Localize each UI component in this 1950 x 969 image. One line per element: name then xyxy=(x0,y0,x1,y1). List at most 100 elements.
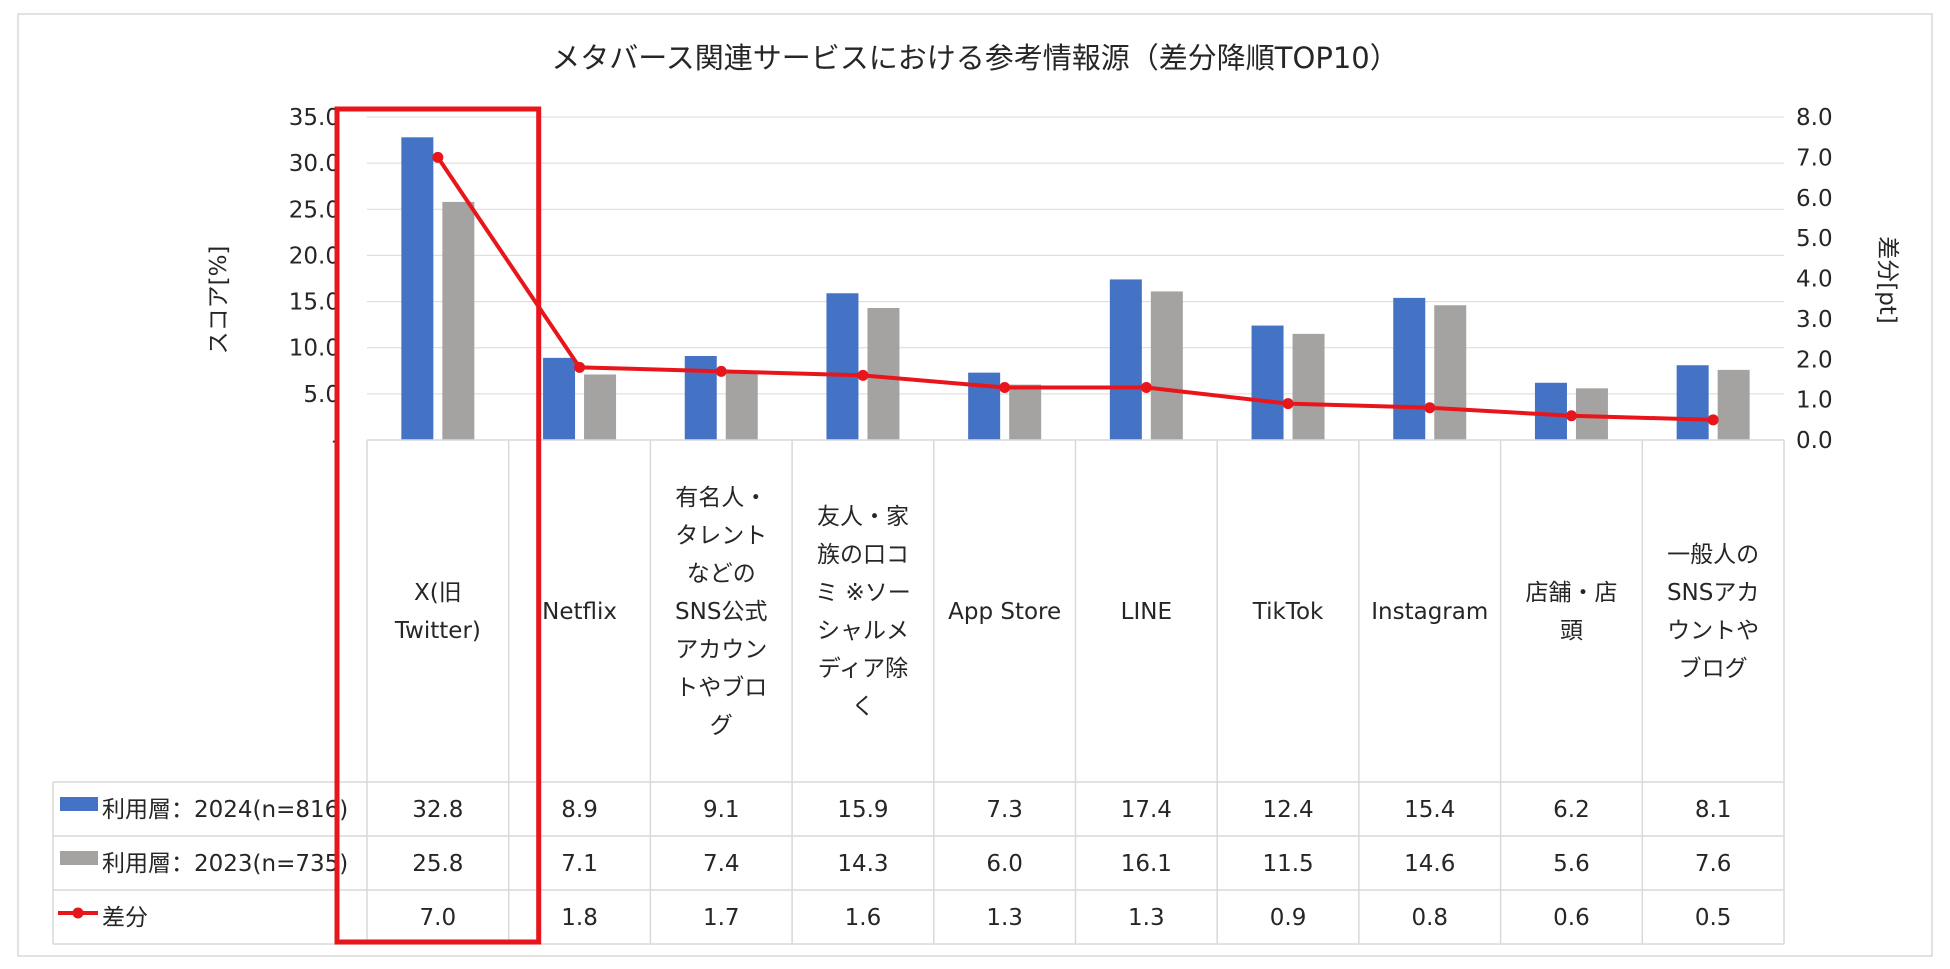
category-label: LINE xyxy=(1121,599,1172,625)
y-tick-label: 30.0 xyxy=(289,151,340,177)
category-label: SNS公式 xyxy=(675,599,767,625)
legend-label: 利用層：2024(n=816) xyxy=(102,797,348,823)
data-label: 7.3 xyxy=(986,797,1023,823)
category-label: Instagram xyxy=(1371,599,1488,625)
category-label: グ xyxy=(710,713,733,739)
data-label: 6.2 xyxy=(1553,797,1590,823)
legend-swatch xyxy=(60,851,98,865)
diff-point xyxy=(1565,410,1577,422)
category-label: トやブロ xyxy=(675,675,767,701)
data-label: 1.3 xyxy=(1128,905,1165,931)
data-label: 12.4 xyxy=(1262,797,1313,823)
y-tick-label: 35.0 xyxy=(289,105,340,131)
data-label: 8.9 xyxy=(561,797,598,823)
category-label: 頭 xyxy=(1560,618,1583,644)
data-label: 1.8 xyxy=(561,905,598,931)
category-label: ウントや xyxy=(1667,618,1759,644)
data-label: 15.4 xyxy=(1404,797,1455,823)
data-label: 7.0 xyxy=(420,905,457,931)
data-label: 5.6 xyxy=(1553,851,1590,877)
data-label: 9.1 xyxy=(703,797,740,823)
bar xyxy=(584,374,617,440)
bar xyxy=(543,357,576,440)
y2-axis-label: 差分[pt] xyxy=(1874,236,1900,324)
data-label: 7.4 xyxy=(703,851,740,877)
data-label: 1.3 xyxy=(986,905,1023,931)
bar xyxy=(1393,297,1426,440)
y2-tick-label: 1.0 xyxy=(1796,388,1833,414)
y2-tick-label: 5.0 xyxy=(1796,226,1833,252)
data-label: 16.1 xyxy=(1121,851,1172,877)
category-label: Netflix xyxy=(542,599,617,625)
y-tick-label: 10.0 xyxy=(289,336,340,362)
data-label: 0.6 xyxy=(1553,905,1590,931)
diff-point xyxy=(574,361,586,373)
data-label: 11.5 xyxy=(1262,851,1313,877)
diff-point xyxy=(1424,402,1436,414)
data-label: 8.1 xyxy=(1695,797,1732,823)
data-label: 7.6 xyxy=(1695,851,1732,877)
y-tick-label: 25.0 xyxy=(289,197,340,223)
highlight-box xyxy=(334,106,542,945)
category-label: SNSアカ xyxy=(1667,580,1759,606)
data-label: 17.4 xyxy=(1121,797,1172,823)
diff-line xyxy=(436,156,1714,422)
diff-point xyxy=(1140,382,1152,394)
y2-tick-label: 7.0 xyxy=(1796,145,1833,171)
y-axis-label: スコア[%] xyxy=(206,246,232,355)
data-label: 14.6 xyxy=(1404,851,1455,877)
bar xyxy=(1434,305,1467,440)
legend-label: 差分 xyxy=(102,905,148,931)
y2-tick-label: 6.0 xyxy=(1796,186,1833,212)
data-label: 25.8 xyxy=(412,851,463,877)
bar xyxy=(725,371,758,440)
bar xyxy=(826,293,859,440)
diff-point xyxy=(857,369,869,381)
bar xyxy=(1109,279,1142,440)
diff-point xyxy=(432,151,444,163)
category-label: ディア除 xyxy=(818,656,908,682)
legend-marker xyxy=(72,907,84,919)
legend-swatch xyxy=(60,797,98,811)
y2-tick-label: 2.0 xyxy=(1796,347,1833,373)
bar xyxy=(1676,365,1709,440)
category-label: 有名人・ xyxy=(675,485,767,511)
category-label: アカウン xyxy=(675,637,767,663)
data-label: 7.1 xyxy=(561,851,598,877)
data-label: 6.0 xyxy=(986,851,1023,877)
category-label: 一般人の xyxy=(1667,542,1759,568)
y2-tick-label: 3.0 xyxy=(1796,307,1833,333)
data-label: 1.7 xyxy=(703,905,740,931)
data-label: 0.5 xyxy=(1695,905,1732,931)
category-label: TikTok xyxy=(1252,599,1324,625)
y2-tick-label: 8.0 xyxy=(1796,105,1833,131)
category-label: タレント xyxy=(675,523,767,549)
y-tick-label: 15.0 xyxy=(289,290,340,316)
diff-point xyxy=(1707,414,1719,426)
data-label: 14.3 xyxy=(837,851,888,877)
bar xyxy=(1251,325,1284,440)
category-label: く xyxy=(851,694,874,720)
bar xyxy=(1534,382,1567,440)
bar xyxy=(867,308,900,440)
y-axis-ticks: -5.010.015.020.025.030.035.0 xyxy=(289,105,340,454)
category-label: ミ ※ソー xyxy=(815,580,911,606)
category-label: X(旧 xyxy=(414,580,462,606)
bar xyxy=(968,372,1001,440)
y-tick-label: 20.0 xyxy=(289,243,340,269)
bar xyxy=(1717,369,1750,440)
category-label: App Store xyxy=(948,599,1061,625)
bar xyxy=(1150,291,1183,440)
category-label: シャルメ xyxy=(817,618,909,644)
category-label: 店舗・店 xyxy=(1525,580,1617,606)
y2-tick-label: 0.0 xyxy=(1796,428,1833,454)
data-label: 0.8 xyxy=(1411,905,1448,931)
data-label: 0.9 xyxy=(1270,905,1307,931)
category-label: 族の口コ xyxy=(817,542,909,568)
data-label: 15.9 xyxy=(837,797,888,823)
data-label: 1.6 xyxy=(845,905,882,931)
bar xyxy=(401,137,434,440)
chart-title: メタバース関連サービスにおける参考情報源（差分降順TOP10） xyxy=(551,41,1398,75)
